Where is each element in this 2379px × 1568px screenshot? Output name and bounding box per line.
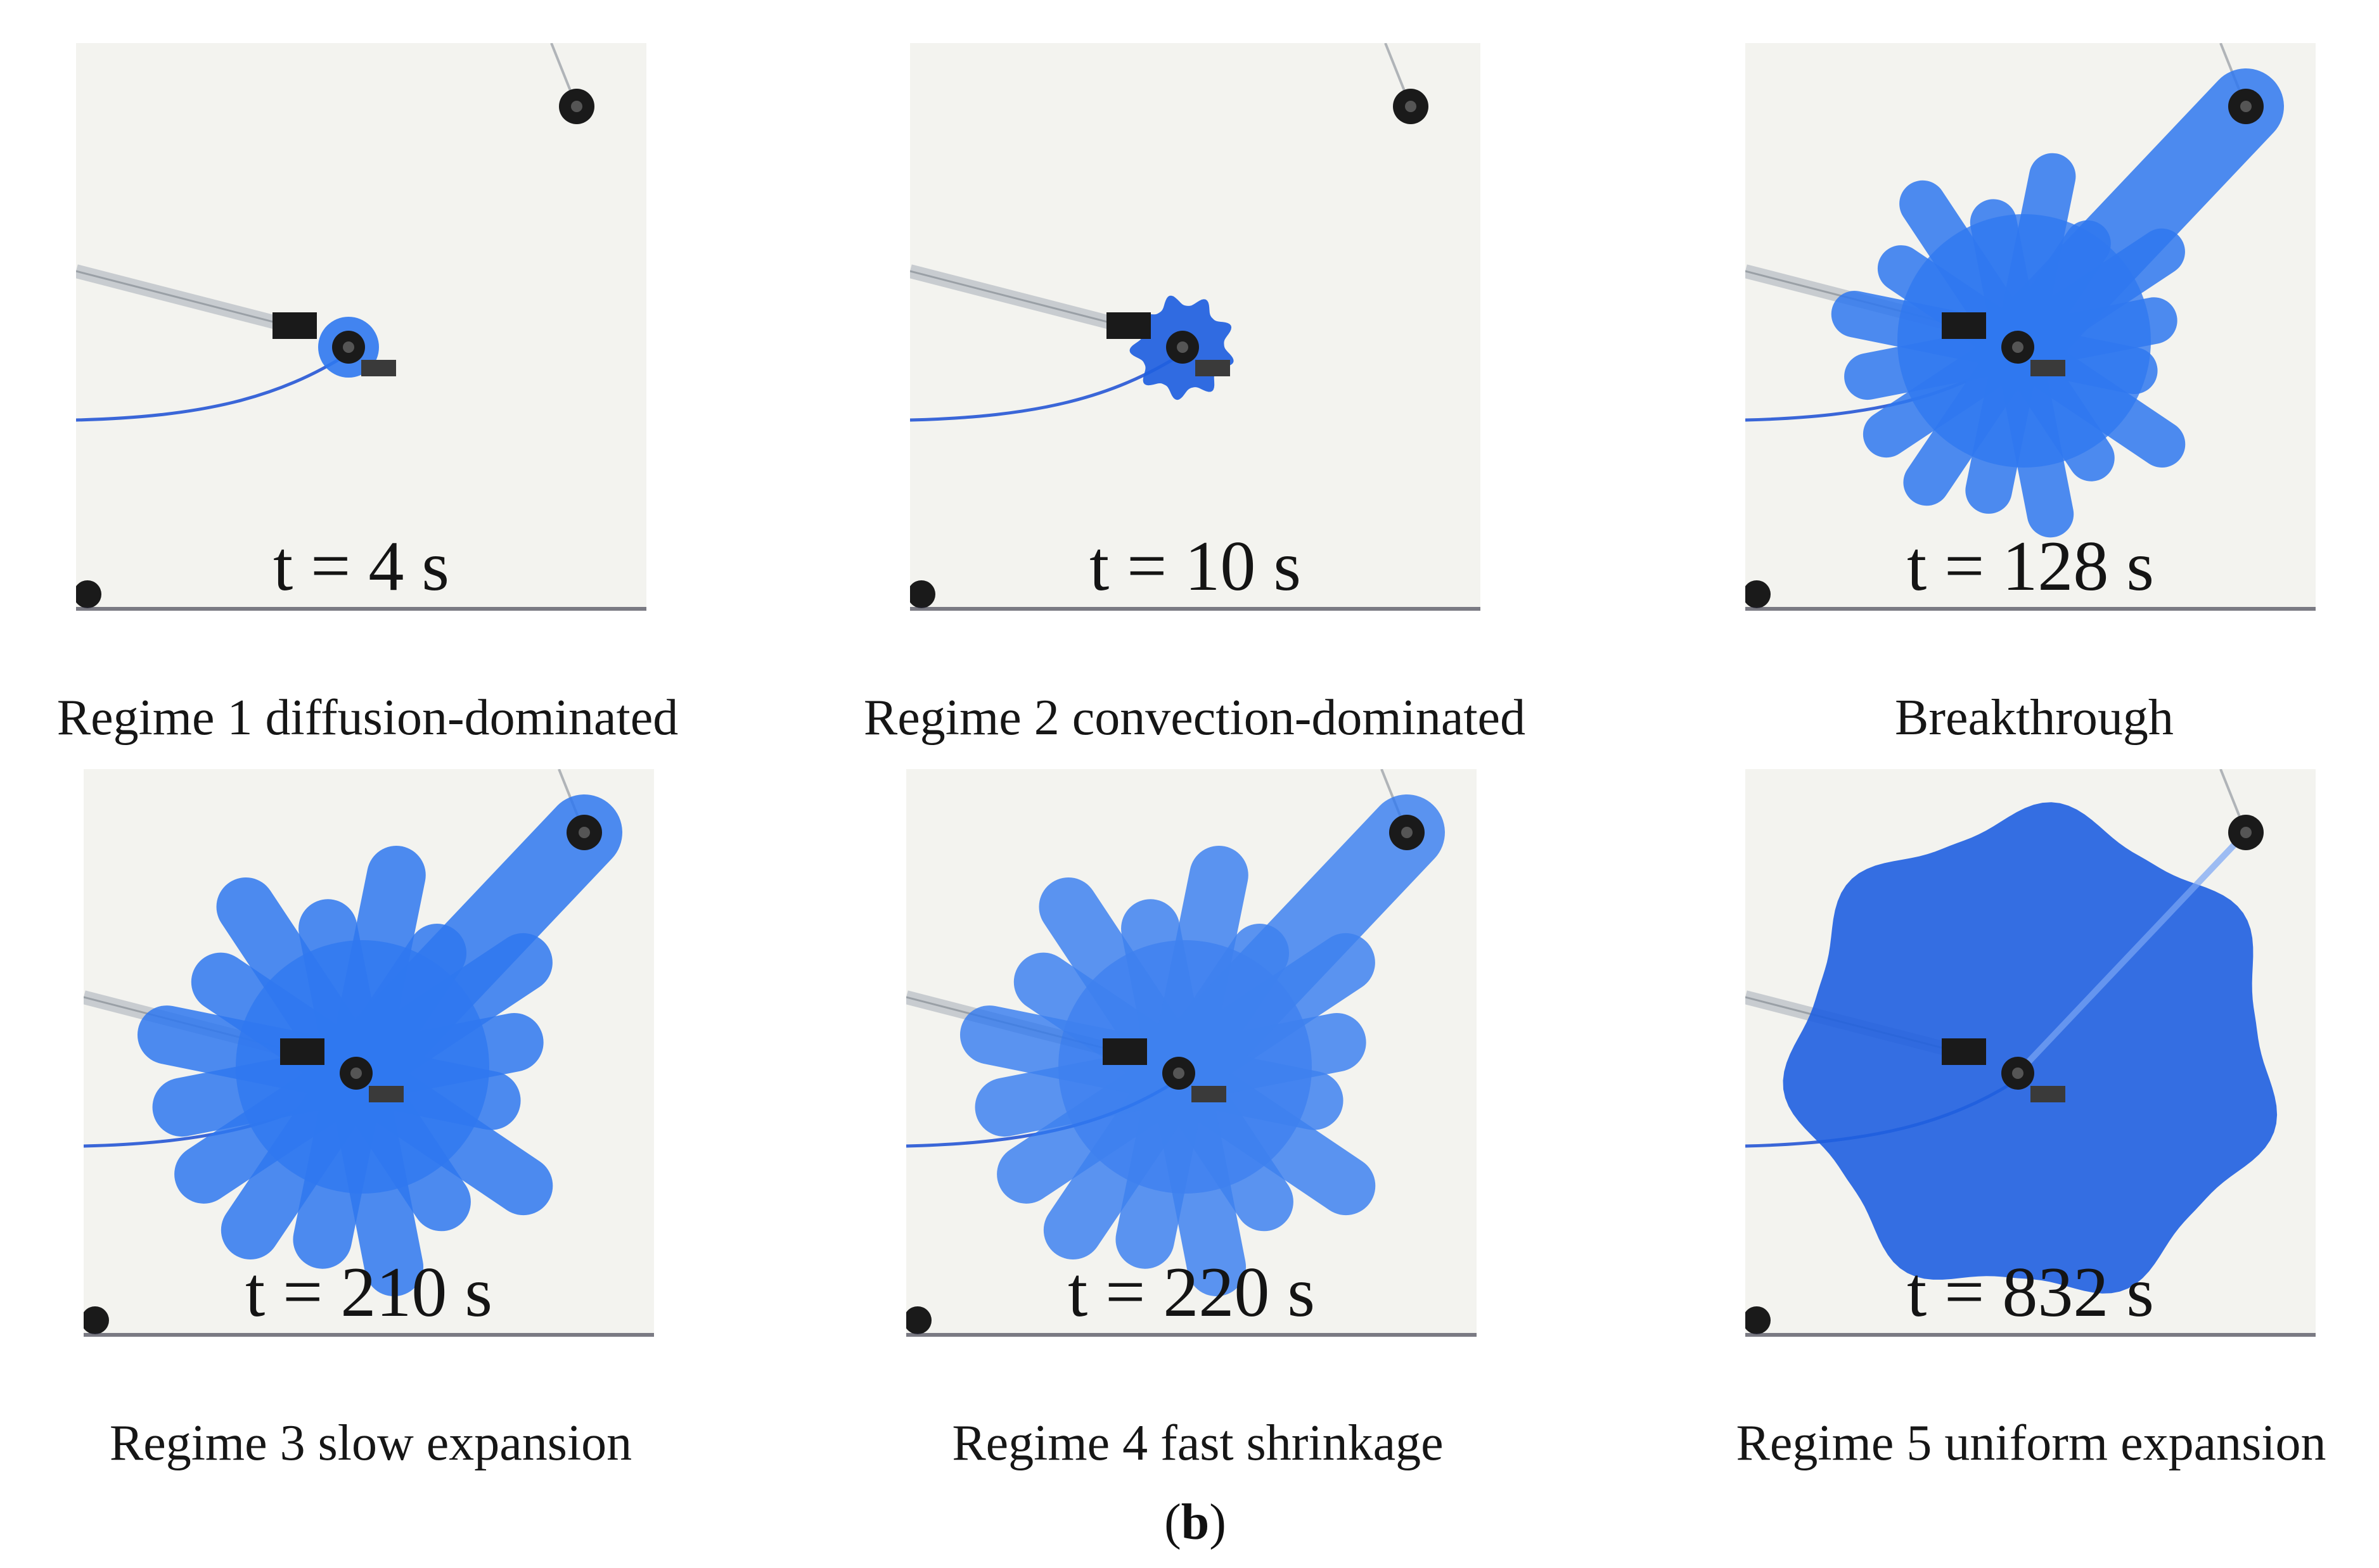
cell-edge [910,607,1480,611]
corner-fitting [906,1306,932,1334]
corner-fitting [910,580,935,608]
corner-fitting [76,580,101,608]
corner-fitting [1745,1306,1771,1334]
caption-regime-1: Regime 1 diffusion-dominated [56,690,679,746]
photo-panel-1: t = 4 s [76,43,646,611]
inlet-fitting-center [350,1068,362,1079]
valve-handle [1191,1086,1226,1102]
photo-panel-2: t = 10 s [910,43,1480,611]
inlet-fitting-center [1173,1068,1184,1079]
time-label-5: t = 220 s [1068,1253,1315,1332]
dye-pattern [1783,802,2278,1294]
cell-edge [1745,607,2316,611]
valve-handle [2030,360,2065,376]
time-label-3: t = 128 s [1907,527,2154,606]
injection-line [76,352,350,422]
photo-scene-3 [1745,43,2316,611]
inlet-fitting-center [2012,1068,2023,1079]
photo-panel-5: t = 220 s [906,769,1477,1337]
outlet-fitting-center [579,827,590,838]
outlet-fitting-center [2240,827,2252,838]
photo-scene-5 [906,769,1477,1337]
tube-connector [1106,312,1151,339]
corner-fitting [84,1306,109,1334]
tube-connector [1942,312,1986,339]
valve-handle [369,1086,404,1102]
photo-scene-6 [1745,769,2316,1337]
corner-fitting [1745,580,1771,608]
photo-scene-2 [910,43,1480,611]
time-label-1: t = 4 s [273,527,449,606]
photo-scene-4 [84,769,654,1337]
inlet-fitting-center [2012,341,2023,353]
time-label-4: t = 210 s [245,1253,492,1332]
outlet-fitting-center [2240,101,2252,112]
subfigure-label: (b) [1164,1495,1226,1550]
photo-panel-6: t = 832 s [1745,769,2316,1337]
caption-regime-4: Regime 4 fast shrinkage [952,1415,1444,1471]
outlet-fitting-center [1405,101,1416,112]
dye-uniform-front [1783,802,2278,1294]
caption-regime-5: Regime 5 uniform expansion [1736,1415,2326,1471]
tube-connector [280,1038,324,1065]
tube-connector [1942,1038,1986,1065]
tube-connector [1103,1038,1147,1065]
cell-edge [76,607,646,611]
photo-scene-1 [76,43,646,611]
dye-pattern [1831,68,2284,538]
time-label-6: t = 832 s [1907,1253,2154,1332]
inlet-tube-edge [76,270,298,329]
inlet-tube-edge [910,270,1132,329]
photo-panel-3: t = 128 s [1745,43,2316,611]
valve-handle [1195,360,1230,376]
caption-breakthrough: Breakthrough [1895,690,2174,746]
dye-pattern [959,794,1445,1297]
outlet-fitting-center [1401,827,1413,838]
caption-regime-2: Regime 2 convection-dominated [863,690,1526,746]
photo-panel-4: t = 210 s [84,769,654,1337]
cell-edge [906,1333,1477,1337]
inlet-fitting-center [1177,341,1188,353]
dye-streak [2015,830,2248,1076]
outlet-fitting-center [571,101,582,112]
cell-edge [1745,1333,2316,1337]
valve-handle [2030,1086,2065,1102]
dye-pattern [137,794,622,1297]
cell-edge [84,1333,654,1337]
tube-connector [273,312,317,339]
valve-handle [361,360,396,376]
inlet-fitting-center [343,341,354,353]
time-label-2: t = 10 s [1089,527,1301,606]
subfigure-letter: b [1181,1495,1210,1550]
caption-regime-3: Regime 3 slow expansion [109,1415,632,1471]
